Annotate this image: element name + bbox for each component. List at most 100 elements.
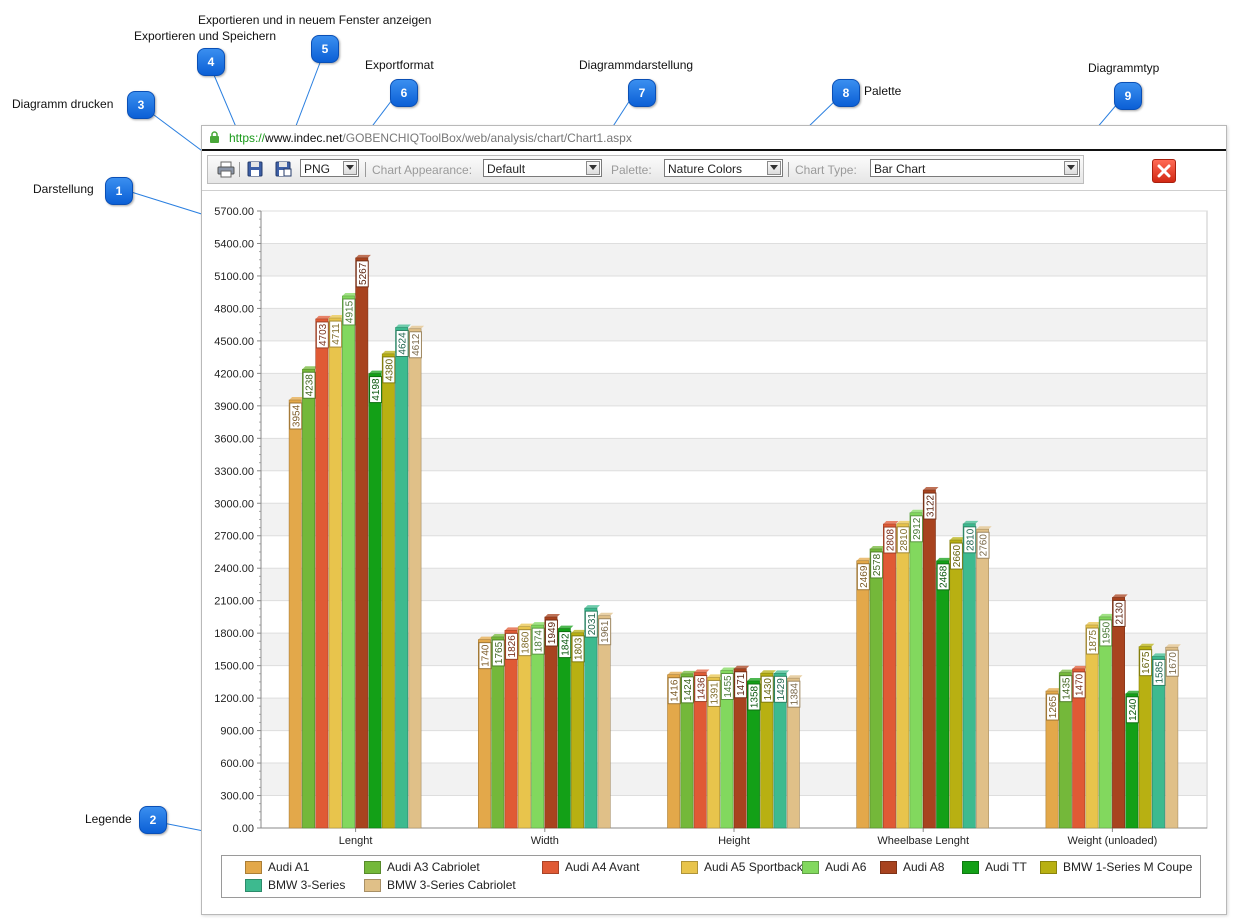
data-label-box (1112, 599, 1126, 627)
data-label-box (1099, 619, 1113, 647)
x-tick-label: Height (718, 835, 750, 847)
bar (667, 674, 681, 829)
y-tick-label: 5400.00 (214, 238, 254, 250)
palette-select[interactable]: Nature Colors (664, 159, 783, 177)
data-label-box (923, 492, 937, 520)
chevron-down-icon[interactable] (586, 161, 600, 175)
bar-top (949, 537, 966, 541)
bar-top (923, 487, 939, 491)
legend-label: BMW 1-Series M Coupe (1063, 860, 1193, 874)
callout-label-3: Diagramm drucken (12, 97, 114, 111)
bar (342, 295, 355, 829)
chart-type-select[interactable]: Bar Chart (870, 159, 1080, 177)
y-tick-label: 900.00 (220, 726, 254, 738)
legend-label: BMW 3-Series (268, 878, 346, 892)
legend-swatch (364, 860, 381, 874)
data-label-box (382, 356, 396, 384)
callout-badge-3: 3 (127, 91, 155, 119)
close-x-icon (1157, 164, 1171, 178)
data-label-box (910, 515, 924, 543)
palette-value: Nature Colors (668, 162, 743, 176)
data-label-box (1085, 627, 1099, 655)
callout-label-1: Darstellung (33, 182, 94, 196)
bar-top (342, 292, 358, 296)
data-label-box (531, 627, 545, 655)
legend-label: Audi A6 (825, 860, 867, 874)
data-label-box (1125, 696, 1139, 724)
data-label-box (571, 635, 585, 663)
bar-top (1125, 690, 1141, 694)
y-tick-label: 1800.00 (214, 628, 254, 640)
x-tick-label: Lenght (339, 835, 373, 847)
bar (962, 523, 976, 829)
bar-top (491, 633, 507, 637)
bar-top (289, 396, 305, 400)
data-label: 2912 (912, 517, 923, 540)
data-label: 2578 (872, 553, 883, 576)
data-label: 1740 (480, 644, 491, 667)
data-label: 1436 (696, 677, 707, 700)
legend-item: BMW 1-Series M Coupe (1040, 860, 1192, 874)
y-tick-label: 4800.00 (214, 303, 254, 315)
toolbar-separator (239, 162, 240, 177)
lock-icon (210, 131, 219, 143)
data-label: 1455 (723, 675, 734, 698)
data-label-box (949, 542, 963, 570)
bar-top (518, 623, 534, 627)
y-tick-label: 3000.00 (214, 498, 254, 510)
data-label-box (491, 639, 505, 667)
legend-item: Audi A3 Cabriolet (364, 860, 480, 874)
data-label-box (747, 683, 761, 711)
bar (856, 560, 870, 829)
data-label: 2810 (965, 528, 976, 551)
data-label: 1240 (1128, 698, 1139, 721)
data-label-box (558, 631, 572, 659)
legend-swatch (681, 860, 698, 874)
data-label: 1874 (534, 630, 545, 653)
chevron-down-icon[interactable] (767, 161, 781, 175)
data-label-box (355, 260, 369, 288)
chart-appearance-select[interactable]: Default (483, 159, 602, 177)
legend-item: BMW 3-Series Cabriolet (364, 878, 516, 892)
y-tick-label: 5700.00 (214, 206, 254, 218)
data-label: 3122 (925, 494, 936, 517)
callout-label-6: Exportformat (365, 58, 434, 72)
bar (1151, 656, 1165, 829)
y-tick-label: 2400.00 (214, 563, 254, 575)
bar (368, 373, 382, 829)
data-label: 1435 (1061, 677, 1072, 700)
printer-icon[interactable] (217, 160, 235, 178)
close-button[interactable] (1152, 159, 1176, 183)
bar (1058, 672, 1072, 829)
bar (869, 548, 883, 829)
export-format-select[interactable]: PNG (300, 159, 359, 177)
y-tick-label: 2700.00 (214, 531, 254, 543)
chevron-down-icon[interactable] (1064, 161, 1078, 175)
data-label: 2130 (1115, 602, 1126, 625)
chevron-down-icon[interactable] (343, 161, 357, 175)
legend-swatch (364, 878, 381, 892)
data-label: 1765 (494, 641, 505, 664)
legend-label: Audi A4 Avant (565, 860, 640, 874)
bar-top (936, 557, 952, 561)
data-label: 1384 (789, 683, 800, 706)
url-host: www.indec.net (265, 131, 343, 145)
address-bar[interactable]: https://www.indec.net/GOBENCHIQToolBox/w… (202, 126, 1226, 151)
bar-top (694, 669, 710, 673)
bar-top (571, 629, 587, 633)
data-label: 1950 (1101, 621, 1112, 644)
legend-swatch (802, 860, 819, 874)
bar (381, 353, 395, 829)
floppy-disk-icon[interactable] (246, 160, 264, 178)
data-label: 5267 (358, 262, 369, 285)
bar (909, 512, 923, 829)
bar (1085, 624, 1099, 829)
data-label-box (963, 526, 977, 554)
bar-top (1072, 665, 1088, 669)
bar-top (963, 520, 979, 524)
bar-top (787, 675, 803, 679)
floppy-disk-window-icon[interactable] (274, 160, 292, 178)
data-label-box (896, 526, 910, 554)
bar-top (1059, 669, 1075, 673)
bar-top (329, 315, 345, 319)
